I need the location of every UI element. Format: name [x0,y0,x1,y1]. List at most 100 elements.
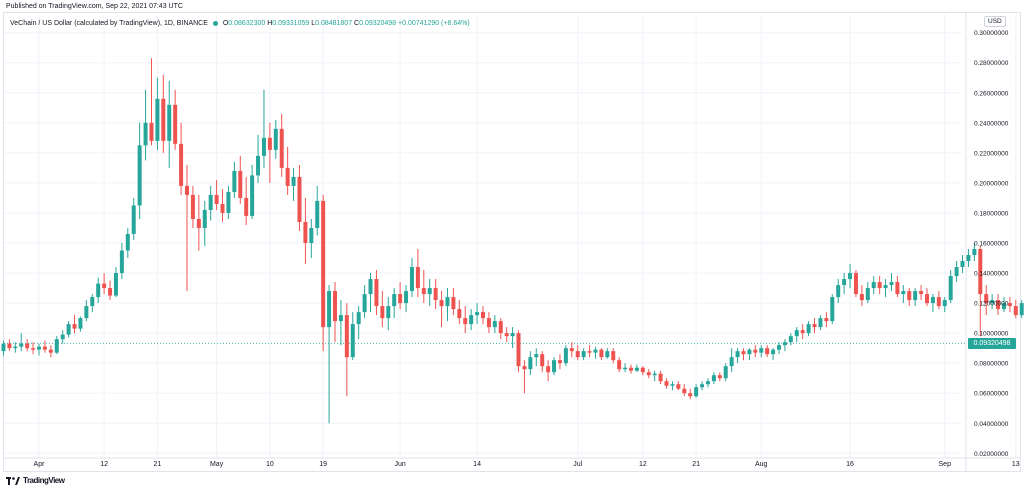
candle[interactable] [794,327,799,343]
candle[interactable] [800,324,805,340]
candle[interactable] [143,89,148,161]
candle[interactable] [1019,300,1024,319]
candle[interactable] [42,340,47,353]
candle[interactable] [830,294,835,325]
candle[interactable] [155,77,160,150]
candle[interactable] [19,333,24,352]
candle[interactable] [421,270,426,304]
candle[interactable] [167,80,172,168]
candle[interactable] [658,370,663,385]
candle[interactable] [208,185,213,221]
candle[interactable] [220,188,225,222]
candle[interactable] [1013,300,1018,319]
candle[interactable] [214,179,219,210]
candle[interactable] [569,342,574,358]
candle[interactable] [735,348,740,364]
candle[interactable] [350,312,355,361]
candle[interactable] [344,303,349,397]
candle[interactable] [806,321,811,337]
candle[interactable] [433,279,438,310]
candle[interactable] [634,364,639,373]
candle[interactable] [978,246,983,337]
candle[interactable] [516,330,521,373]
candle[interactable] [913,288,918,307]
candle[interactable] [380,291,385,328]
candle[interactable] [179,122,184,195]
candle[interactable] [972,243,977,262]
candle[interactable] [836,279,841,304]
candle[interactable] [374,270,379,316]
candle[interactable] [534,348,539,367]
candle[interactable] [338,300,343,346]
candle[interactable] [848,264,853,289]
candle[interactable] [711,372,716,385]
candle[interactable] [173,89,178,150]
candle[interactable] [895,276,900,298]
candle[interactable] [261,89,266,168]
candle[interactable] [705,378,710,388]
candle[interactable] [78,316,83,332]
candle[interactable] [688,388,693,400]
candle[interactable] [842,273,847,295]
candle[interactable] [771,348,776,361]
candle[interactable] [492,315,497,334]
candle[interactable] [404,285,409,313]
candle[interactable] [682,384,687,397]
candle[interactable] [102,273,107,295]
candle[interactable] [54,336,59,355]
candle[interactable] [190,185,195,228]
candle[interactable] [398,282,403,310]
candle[interactable] [546,360,551,382]
candle[interactable] [113,267,118,298]
candle[interactable] [652,370,657,382]
candle[interactable] [522,360,527,394]
candle[interactable] [469,309,474,331]
candle[interactable] [386,297,391,331]
candle[interactable] [759,345,764,358]
candle[interactable] [481,306,485,325]
candle[interactable] [368,273,373,313]
candle[interactable] [777,342,781,355]
candle[interactable] [907,288,912,307]
candle[interactable] [96,277,101,304]
candle[interactable] [765,345,770,358]
candle[interactable] [463,306,468,334]
candle[interactable] [226,185,231,219]
candle[interactable] [563,345,568,367]
candle[interactable] [960,255,965,274]
candle[interactable] [273,119,278,159]
candle[interactable] [883,279,888,298]
candle[interactable] [185,164,189,292]
candle[interactable] [486,312,491,334]
candle[interactable] [925,288,929,307]
candle[interactable] [108,280,113,301]
candle[interactable] [250,164,255,219]
candle[interactable] [818,315,823,331]
candle[interactable] [853,270,858,298]
candle[interactable] [700,381,705,391]
candle[interactable] [540,351,545,373]
candle[interactable] [984,285,989,316]
candle[interactable] [498,318,503,340]
candle[interactable] [664,378,669,389]
candle[interactable] [587,345,592,358]
candle[interactable] [291,167,296,201]
candle[interactable] [747,348,752,361]
candle[interactable] [859,285,864,307]
candle[interactable] [901,285,906,304]
candle[interactable] [990,294,995,310]
candle[interactable] [362,285,367,319]
candle[interactable] [196,194,201,251]
candle[interactable] [919,285,924,301]
candle[interactable] [646,369,651,379]
candle[interactable] [333,282,337,343]
candle[interactable] [930,294,935,313]
candle[interactable] [202,200,207,247]
candle[interactable] [48,345,53,358]
candle[interactable] [575,345,580,361]
candle[interactable] [877,276,882,295]
candle[interactable] [948,270,953,304]
candle[interactable] [552,357,557,376]
candle[interactable] [25,339,30,352]
